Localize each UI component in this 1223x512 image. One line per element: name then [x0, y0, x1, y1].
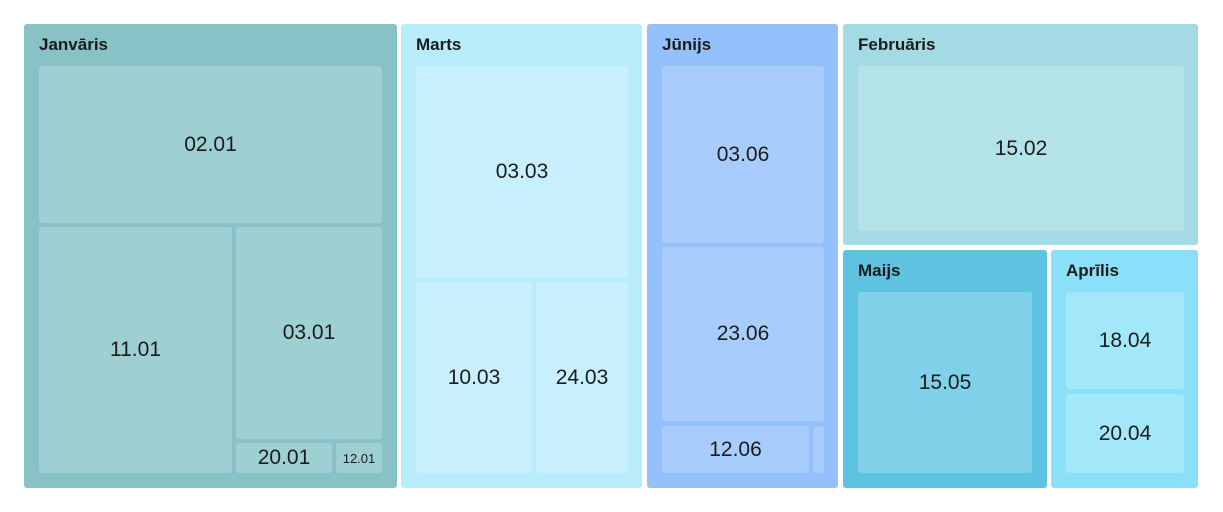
treemap-tile: 23.06 — [662, 247, 824, 421]
treemap-tile: 02.01 — [39, 66, 382, 223]
treemap-tile: 20.01 — [236, 443, 332, 473]
treemap-tile: 03.03 — [416, 66, 628, 278]
treemap-tile: 15.02 — [858, 66, 1184, 231]
treemap-group-marts: Marts 03.03 10.03 24.03 — [401, 24, 642, 488]
treemap-tile: 18.04 — [1066, 292, 1184, 389]
treemap-tile: 24.03 — [536, 282, 628, 473]
treemap-group-label: Janvāris — [39, 35, 108, 54]
treemap-tile: 12.01 — [336, 443, 382, 473]
treemap-group-label: Jūnijs — [662, 35, 712, 54]
treemap-group-label: Maijs — [858, 261, 901, 280]
treemap-group-label: Marts — [416, 35, 462, 54]
treemap-group-label: Februāris — [858, 35, 936, 54]
treemap-group-junijs: Jūnijs 03.06 23.06 12.06 — [647, 24, 838, 488]
treemap-group-maijs: Maijs 15.05 — [843, 250, 1047, 488]
treemap-tile: 20.04 — [1066, 394, 1184, 473]
treemap-tile: 03.01 — [236, 227, 382, 439]
treemap-group-janvaris: Janvāris 02.01 11.01 03.01 20.01 12.01 — [24, 24, 397, 488]
treemap-tile: 15.05 — [858, 292, 1032, 473]
treemap-group-februaris: Februāris 15.02 — [843, 24, 1198, 245]
treemap-tile: 03.06 — [662, 66, 824, 243]
treemap-group-label: Aprīlis — [1066, 261, 1119, 280]
treemap-tile: 12.06 — [662, 426, 809, 473]
treemap-group-aprilis: Aprīlis 18.04 20.04 — [1051, 250, 1198, 488]
treemap-tile — [813, 426, 824, 473]
treemap-tile: 11.01 — [39, 227, 232, 473]
treemap-tile: 10.03 — [416, 282, 532, 473]
